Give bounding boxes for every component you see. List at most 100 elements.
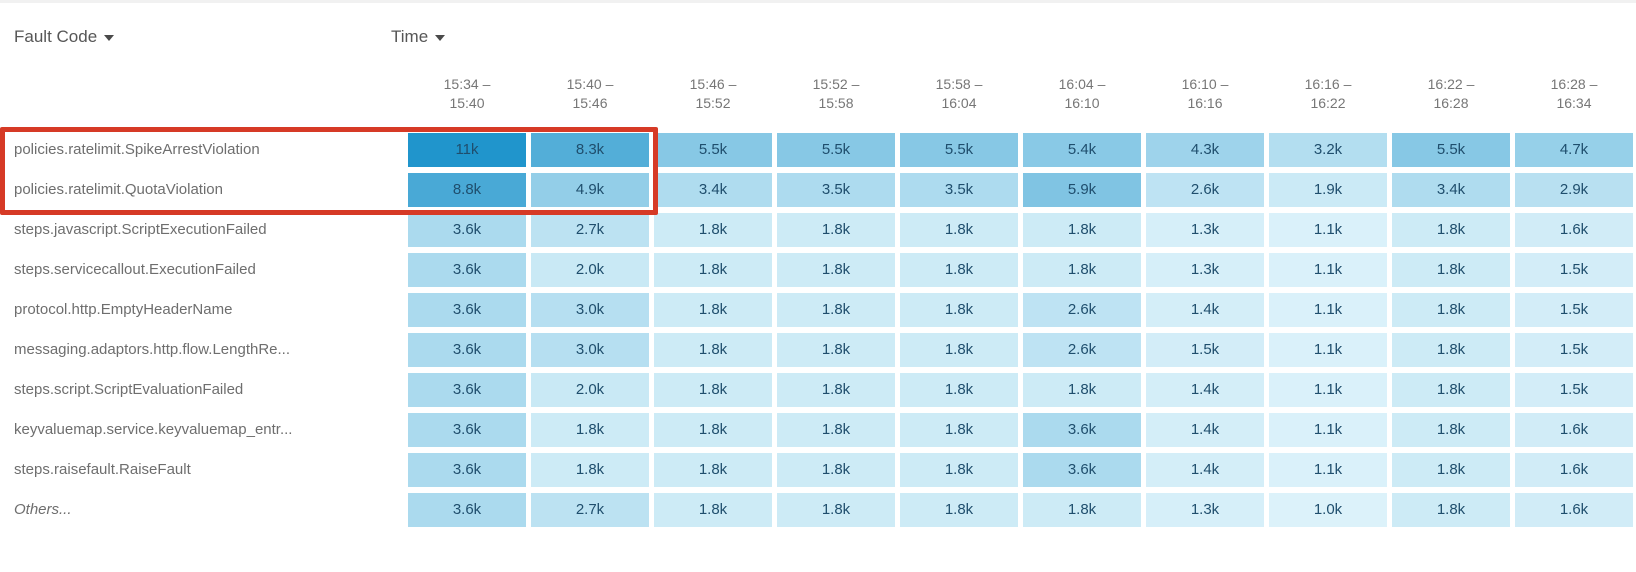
heatmap-cell[interactable]: 1.8k: [900, 373, 1018, 407]
heatmap-cell[interactable]: 1.8k: [654, 413, 772, 447]
heatmap-cell[interactable]: 1.8k: [777, 493, 895, 527]
heatmap-cell[interactable]: 3.6k: [408, 333, 526, 367]
fault-code-sort[interactable]: Fault Code: [14, 27, 115, 47]
heatmap-cell[interactable]: 11k: [408, 133, 526, 167]
heatmap-cell[interactable]: 2.7k: [531, 493, 649, 527]
heatmap-cell[interactable]: 5.5k: [1392, 133, 1510, 167]
heatmap-cell[interactable]: 1.6k: [1515, 493, 1633, 527]
heatmap-cell[interactable]: 1.8k: [1392, 333, 1510, 367]
heatmap-cell[interactable]: 1.8k: [900, 333, 1018, 367]
heatmap-cell[interactable]: 1.8k: [654, 293, 772, 327]
heatmap-cell[interactable]: 3.6k: [408, 453, 526, 487]
heatmap-cell[interactable]: 1.8k: [900, 213, 1018, 247]
heatmap-cell[interactable]: 3.2k: [1269, 133, 1387, 167]
heatmap-cell[interactable]: 4.3k: [1146, 133, 1264, 167]
heatmap-cell[interactable]: 1.4k: [1146, 373, 1264, 407]
heatmap-cell[interactable]: 1.8k: [1392, 373, 1510, 407]
heatmap-cell[interactable]: 2.6k: [1146, 173, 1264, 207]
heatmap-cell[interactable]: 1.4k: [1146, 453, 1264, 487]
heatmap-cell[interactable]: 2.0k: [531, 253, 649, 287]
heatmap-cell[interactable]: 3.5k: [900, 173, 1018, 207]
heatmap-cell[interactable]: 1.8k: [654, 453, 772, 487]
heatmap-cell[interactable]: 1.6k: [1515, 453, 1633, 487]
heatmap-cell[interactable]: 1.4k: [1146, 293, 1264, 327]
heatmap-cell[interactable]: 1.8k: [777, 253, 895, 287]
heatmap-cell[interactable]: 3.6k: [408, 293, 526, 327]
heatmap-cell[interactable]: 1.8k: [531, 453, 649, 487]
heatmap-cell[interactable]: 1.8k: [1392, 293, 1510, 327]
heatmap-cell[interactable]: 1.5k: [1515, 333, 1633, 367]
heatmap-cell[interactable]: 2.6k: [1023, 293, 1141, 327]
heatmap-cell[interactable]: 1.3k: [1146, 213, 1264, 247]
heatmap-cell[interactable]: 3.6k: [1023, 453, 1141, 487]
heatmap-cell[interactable]: 4.9k: [531, 173, 649, 207]
heatmap-cell[interactable]: 3.6k: [408, 253, 526, 287]
heatmap-cell[interactable]: 1.9k: [1269, 173, 1387, 207]
heatmap-cell[interactable]: 1.8k: [654, 373, 772, 407]
heatmap-cell[interactable]: 2.9k: [1515, 173, 1633, 207]
heatmap-cell[interactable]: 8.8k: [408, 173, 526, 207]
heatmap-cell[interactable]: 1.8k: [654, 493, 772, 527]
heatmap-cell[interactable]: 5.9k: [1023, 173, 1141, 207]
heatmap-cell[interactable]: 1.5k: [1515, 293, 1633, 327]
heatmap-cell[interactable]: 1.3k: [1146, 253, 1264, 287]
heatmap-cell[interactable]: 1.8k: [654, 253, 772, 287]
heatmap-cell[interactable]: 5.4k: [1023, 133, 1141, 167]
heatmap-cell[interactable]: 1.8k: [777, 213, 895, 247]
heatmap-cell[interactable]: 1.8k: [1392, 253, 1510, 287]
heatmap-cell[interactable]: 1.4k: [1146, 413, 1264, 447]
heatmap-cell[interactable]: 1.8k: [900, 493, 1018, 527]
heatmap-cell[interactable]: 1.8k: [1023, 373, 1141, 407]
heatmap-cell[interactable]: 2.0k: [531, 373, 649, 407]
heatmap-cell[interactable]: 3.5k: [777, 173, 895, 207]
heatmap-cell[interactable]: 8.3k: [531, 133, 649, 167]
heatmap-cell[interactable]: 5.5k: [900, 133, 1018, 167]
heatmap-cell[interactable]: 4.7k: [1515, 133, 1633, 167]
time-sort[interactable]: Time: [391, 27, 446, 47]
heatmap-cell[interactable]: 1.8k: [900, 453, 1018, 487]
heatmap-cell[interactable]: 1.8k: [1023, 493, 1141, 527]
heatmap-cell[interactable]: 1.8k: [777, 413, 895, 447]
heatmap-cell[interactable]: 5.5k: [777, 133, 895, 167]
heatmap-cell[interactable]: 1.8k: [1392, 213, 1510, 247]
heatmap-cell[interactable]: 1.8k: [777, 373, 895, 407]
heatmap-cell[interactable]: 3.0k: [531, 333, 649, 367]
heatmap-cell[interactable]: 1.8k: [900, 293, 1018, 327]
heatmap-cell[interactable]: 1.8k: [1023, 213, 1141, 247]
heatmap-cell[interactable]: 1.8k: [531, 413, 649, 447]
heatmap-cell[interactable]: 3.0k: [531, 293, 649, 327]
heatmap-cell[interactable]: 1.8k: [900, 413, 1018, 447]
heatmap-cell[interactable]: 1.8k: [1392, 413, 1510, 447]
heatmap-cell[interactable]: 1.5k: [1515, 373, 1633, 407]
heatmap-cell[interactable]: 1.1k: [1269, 213, 1387, 247]
heatmap-cell[interactable]: 1.8k: [1392, 493, 1510, 527]
heatmap-cell[interactable]: 3.6k: [408, 493, 526, 527]
heatmap-cell[interactable]: 3.6k: [408, 373, 526, 407]
heatmap-cell[interactable]: 3.4k: [654, 173, 772, 207]
heatmap-cell[interactable]: 1.8k: [1023, 253, 1141, 287]
heatmap-cell[interactable]: 1.1k: [1269, 373, 1387, 407]
heatmap-cell[interactable]: 1.6k: [1515, 213, 1633, 247]
heatmap-cell[interactable]: 1.8k: [654, 333, 772, 367]
heatmap-cell[interactable]: 5.5k: [654, 133, 772, 167]
heatmap-cell[interactable]: 1.0k: [1269, 493, 1387, 527]
heatmap-cell[interactable]: 1.1k: [1269, 413, 1387, 447]
heatmap-cell[interactable]: 1.8k: [777, 333, 895, 367]
heatmap-cell[interactable]: 2.7k: [531, 213, 649, 247]
heatmap-cell[interactable]: 1.5k: [1515, 253, 1633, 287]
heatmap-cell[interactable]: 1.3k: [1146, 493, 1264, 527]
heatmap-cell[interactable]: 1.1k: [1269, 453, 1387, 487]
heatmap-cell[interactable]: 1.1k: [1269, 333, 1387, 367]
heatmap-cell[interactable]: 3.6k: [408, 413, 526, 447]
heatmap-cell[interactable]: 3.6k: [408, 213, 526, 247]
heatmap-cell[interactable]: 1.8k: [777, 293, 895, 327]
heatmap-cell[interactable]: 1.8k: [1392, 453, 1510, 487]
heatmap-cell[interactable]: 1.8k: [654, 213, 772, 247]
heatmap-cell[interactable]: 1.6k: [1515, 413, 1633, 447]
heatmap-cell[interactable]: 2.6k: [1023, 333, 1141, 367]
heatmap-cell[interactable]: 1.1k: [1269, 293, 1387, 327]
heatmap-cell[interactable]: 3.4k: [1392, 173, 1510, 207]
heatmap-cell[interactable]: 1.8k: [777, 453, 895, 487]
heatmap-cell[interactable]: 1.5k: [1146, 333, 1264, 367]
heatmap-cell[interactable]: 3.6k: [1023, 413, 1141, 447]
